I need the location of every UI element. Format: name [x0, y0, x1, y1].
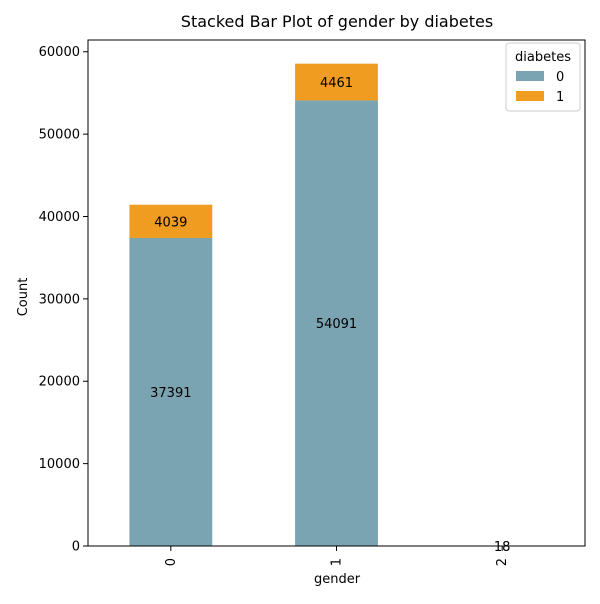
y-tick-label: 0	[72, 540, 80, 555]
y-tick-label: 30000	[39, 292, 80, 307]
legend-swatch-0	[516, 71, 544, 81]
y-tick-label: 60000	[39, 45, 80, 60]
legend: diabetes 0 1	[506, 43, 580, 111]
x-tick-label: 1	[330, 558, 345, 566]
y-tick-label: 20000	[39, 375, 80, 390]
data-label-gender-0-diabetes-1: 4039	[154, 215, 187, 230]
x-tick-label: 2	[495, 558, 510, 566]
y-tick-label: 40000	[39, 210, 80, 225]
data-label-gender-0-diabetes-0: 37391	[150, 386, 191, 401]
legend-swatch-1	[516, 91, 544, 101]
chart-title: Stacked Bar Plot of gender by diabetes	[181, 12, 493, 31]
data-label-gender-1-diabetes-0: 54091	[316, 317, 357, 332]
y-axis-label: Count	[16, 278, 31, 317]
legend-title: diabetes	[515, 50, 571, 65]
y-tick-label: 50000	[39, 128, 80, 143]
legend-label-0: 0	[556, 70, 564, 85]
legend-label-1: 1	[556, 90, 564, 105]
data-label-gender-1-diabetes-1: 4461	[320, 76, 353, 91]
x-tick-label: 0	[164, 558, 179, 566]
x-axis-label: gender	[314, 572, 361, 587]
y-tick-label: 10000	[39, 457, 80, 472]
